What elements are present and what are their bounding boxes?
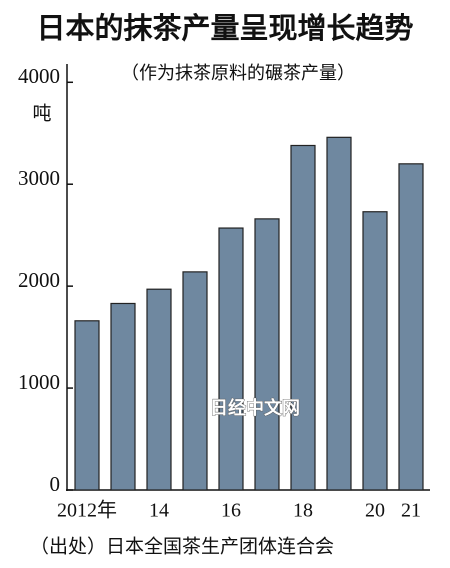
x-tick-label: 18 (293, 500, 313, 522)
source-note: （出处）日本全国茶生产团体连合会 (30, 536, 334, 558)
y-tick-label: 2000 (18, 268, 60, 292)
bar (254, 218, 280, 491)
x-tick-label: 20 (365, 500, 385, 522)
x-tick-label: 14 (149, 500, 169, 522)
bar (182, 271, 208, 491)
x-tick-label: 16 (221, 500, 241, 522)
bar (398, 163, 424, 491)
watermark: 日经中文网 (210, 397, 300, 419)
bar (362, 211, 388, 491)
chart-title: 日本的抹茶产量呈现增长趋势 (36, 11, 413, 45)
y-tick-label: 0 (50, 472, 61, 496)
x-tick-label: 21 (401, 500, 421, 522)
bar (110, 302, 136, 491)
chart-subtitle: （作为抹茶原料的碾茶产量） (121, 63, 355, 84)
bar (290, 144, 316, 491)
y-tick-label: 1000 (18, 370, 60, 394)
y-tick-label: 3000 (18, 166, 60, 190)
y-axis-label: 吨 (32, 103, 51, 125)
y-tick-label: 4000 (18, 64, 60, 88)
bar (218, 227, 244, 491)
bar (326, 136, 352, 491)
bar (146, 288, 172, 491)
x-tick-label: 2012年 (57, 499, 117, 522)
bar (74, 320, 100, 491)
